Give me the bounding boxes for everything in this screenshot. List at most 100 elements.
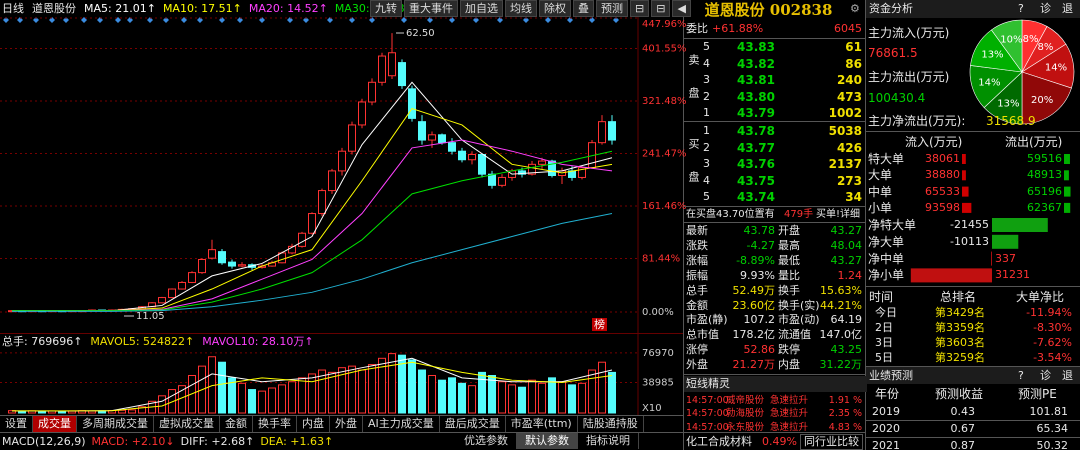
net-bar xyxy=(910,268,992,283)
price: 43.82 xyxy=(737,56,775,71)
indicator-tab[interactable]: 内盘 xyxy=(297,416,330,432)
forecast-icon[interactable]: ? xyxy=(1018,369,1024,382)
toolbar-button[interactable]: 重大事件 xyxy=(404,0,458,17)
notice-link[interactable]: 买单!详细 xyxy=(816,209,861,220)
fund-icon[interactable]: ? xyxy=(1018,2,1024,15)
volume-bar xyxy=(138,406,146,414)
indicator-tab[interactable]: 市盈率(ttm) xyxy=(506,416,578,432)
stat-value: 31.22万 xyxy=(819,358,863,372)
pie-label: 8% xyxy=(1038,42,1054,53)
stat-label: 涨跌 xyxy=(686,238,708,252)
stat-label: 跌停 xyxy=(778,343,800,357)
forecast-icon[interactable]: 诊 xyxy=(1040,369,1051,382)
volume-bar xyxy=(498,381,506,414)
fund-icon[interactable]: 诊 xyxy=(1040,2,1051,15)
stat-value: 9.93% xyxy=(740,268,775,282)
candle-body xyxy=(458,150,466,161)
volume-bar xyxy=(608,371,616,414)
sprite-time: 14:57:00 xyxy=(686,395,729,406)
indicator-tab[interactable]: 外盘 xyxy=(330,416,363,432)
flow-label: 特大单 xyxy=(868,152,905,166)
sprite-stock[interactable]: 威帝股份 xyxy=(726,395,765,406)
candle-body xyxy=(448,142,456,152)
volume-bar xyxy=(288,381,296,414)
stat-value: 107.2 xyxy=(743,313,776,327)
indicator-tab[interactable]: 成交量 xyxy=(33,416,77,432)
level: 2 xyxy=(703,140,710,154)
main-in-label: 主力流入(万元) xyxy=(868,26,950,40)
volume-bar xyxy=(488,375,496,414)
fund-icon[interactable]: 退 xyxy=(1062,2,1073,15)
toolbar-button[interactable]: 预测 xyxy=(596,0,628,17)
toolbar-icon[interactable]: ◀ xyxy=(672,0,691,17)
candle-body xyxy=(388,52,396,77)
volume-bar xyxy=(478,371,486,414)
macd-row: MACD(12,26,9) MACD: +2.10↓ DIFF: +2.68↑ DEA… xyxy=(2,434,339,449)
rank-period: 3日 xyxy=(875,336,893,349)
forecast-header: 年份 xyxy=(875,387,900,401)
notice-text: 在买盘43.70位置有 xyxy=(686,209,775,220)
toolbar-icon[interactable]: ⊟ xyxy=(630,0,650,17)
volume-bar xyxy=(218,361,226,414)
pie-label: 13% xyxy=(997,98,1019,109)
volume-ma-line xyxy=(11,361,613,412)
forecast-eps: 0.87 xyxy=(950,439,976,450)
candle-body xyxy=(528,163,536,175)
indicator-tab[interactable]: 多周期成交量 xyxy=(77,416,154,432)
price: 43.81 xyxy=(737,73,775,87)
volume-label: MAVOL5: 524822↑ xyxy=(90,335,195,348)
level: 1 xyxy=(703,124,710,137)
forecast-year: 2021 xyxy=(872,439,900,450)
toolbar-button[interactable]: 均线 xyxy=(505,0,537,17)
volume-bar xyxy=(348,365,356,414)
stat-label: 换手 xyxy=(778,283,800,297)
toolbar-button[interactable]: 九转 xyxy=(370,0,402,17)
toolbar-button[interactable]: 叠 xyxy=(573,0,594,17)
forecast-icon[interactable]: 退 xyxy=(1062,369,1073,382)
macd-button[interactable]: 默认参数 xyxy=(517,433,578,449)
toolbar-button[interactable]: 除权 xyxy=(539,0,571,17)
stat-label: 振幅 xyxy=(686,268,708,282)
toolbar-button[interactable]: 加自选 xyxy=(460,0,503,17)
macd-button[interactable]: 指标说明 xyxy=(578,433,639,449)
pie-label: 8% xyxy=(1023,34,1039,45)
indicator-tab[interactable]: 盘后成交量 xyxy=(440,416,506,432)
volume: 2137 xyxy=(828,157,862,171)
macd-button[interactable]: 优选参数 xyxy=(456,433,517,449)
toolbar-icon[interactable]: ⊟ xyxy=(651,0,671,17)
forecast-pe: 101.81 xyxy=(1029,405,1069,418)
volume-bar xyxy=(228,377,236,414)
main-net-label: 主力净流出(万元): xyxy=(868,114,966,128)
volume-bar xyxy=(528,379,536,414)
net-label: 净小单 xyxy=(868,268,905,283)
y-tick-label: 161.46% xyxy=(642,201,687,212)
indicator-tab[interactable]: AI主力成交量 xyxy=(363,416,440,432)
flow-in: 38061 xyxy=(925,152,960,165)
candle-body xyxy=(228,261,236,267)
settings-icon[interactable]: ⚙ xyxy=(850,2,860,15)
volume-bar xyxy=(508,384,516,414)
rank-position: 第3429名 xyxy=(935,306,985,319)
y-tick-label: 0.00% xyxy=(642,307,674,318)
flow-header: 流出(万元) xyxy=(1005,135,1063,149)
candle-body xyxy=(578,167,586,178)
indicator-tab[interactable]: 虚拟成交量 xyxy=(154,416,220,432)
level: 4 xyxy=(703,56,710,70)
sprite-stock[interactable]: 勃海股份 xyxy=(726,408,765,420)
event-marker xyxy=(303,17,309,23)
main-net-value: 31568.9 xyxy=(986,114,1036,128)
indicator-tab[interactable]: 换手率 xyxy=(253,416,297,432)
weibi-ratio: +61.88% xyxy=(712,22,764,35)
stat-label: 总手 xyxy=(686,283,708,297)
indicator-tab[interactable]: 金额 xyxy=(220,416,253,432)
indicator-tab[interactable]: 陆股通持股 xyxy=(578,416,644,432)
volume-bar xyxy=(58,410,66,414)
stat-label: 最低 xyxy=(778,253,800,267)
event-marker xyxy=(473,17,479,23)
stat-label: 金额 xyxy=(686,298,708,312)
sprite-stock[interactable]: 永东股份 xyxy=(726,421,765,433)
candle-body xyxy=(598,121,606,144)
indicator-tab[interactable]: 设置 xyxy=(0,416,33,432)
indicator-tabs: 设置 成交量 多周期成交量 虚拟成交量 金额 换手率 内盘 外盘 AI主力成交量 盘后成交量 市盈率… xyxy=(0,416,644,432)
